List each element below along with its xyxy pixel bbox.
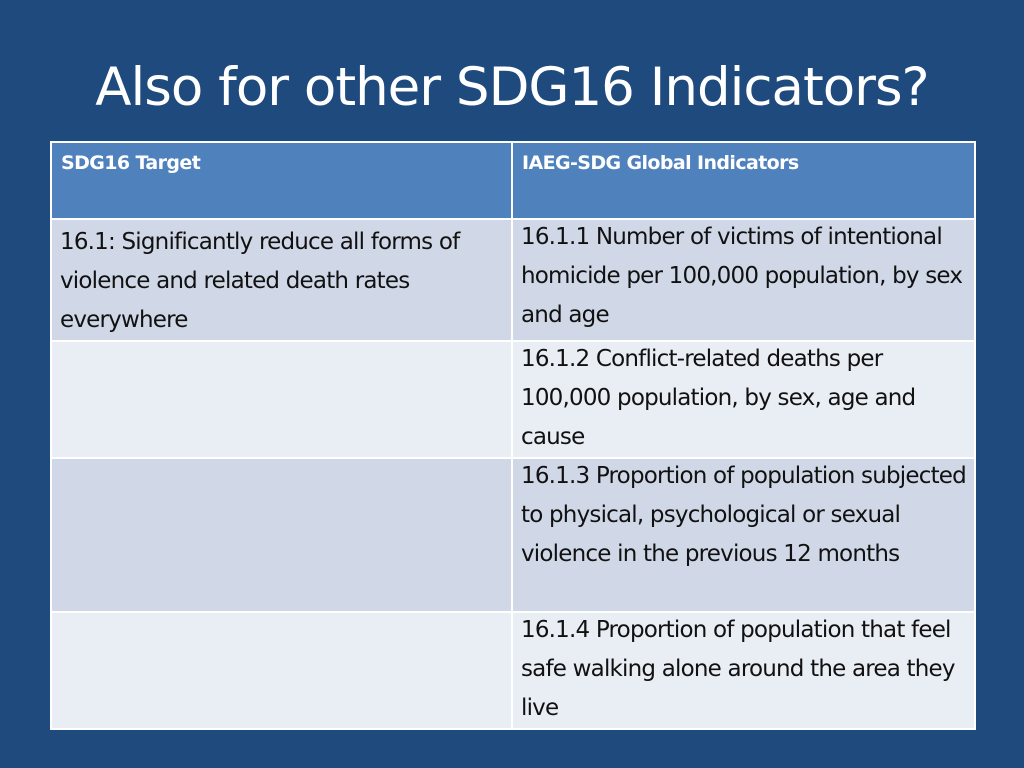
table-row: 16.1.2 Conflict-related deaths per 100,0… [50, 340, 976, 459]
indicator-text: 16.1.1 Number of victims of intentional … [521, 224, 963, 328]
indicator-cell: 16.1.2 Conflict-related deaths per 100,0… [511, 340, 976, 459]
indicator-cell: 16.1.3 Proportion of population subjecte… [511, 457, 976, 613]
table-row: 16.1.4 Proportion of population that fee… [50, 611, 976, 730]
indicator-cell: 16.1.1 Number of victims of intentional … [511, 218, 976, 342]
slide-title: Also for other SDG16 Indicators? [95, 57, 929, 118]
indicator-text: 16.1.3 Proportion of population subjecte… [521, 463, 967, 567]
target-cell [50, 611, 513, 730]
table-header-row: SDG16 Target IAEG-SDG Global Indicators [50, 141, 976, 220]
indicator-cell: 16.1.4 Proportion of population that fee… [511, 611, 976, 730]
indicators-table: SDG16 Target IAEG-SDG Global Indicators … [50, 141, 976, 730]
target-cell: 16.1: Significantly reduce all forms of … [50, 218, 513, 342]
target-cell [50, 457, 513, 613]
table-row: 16.1: Significantly reduce all forms of … [50, 218, 976, 342]
header-global-indicators: IAEG-SDG Global Indicators [511, 141, 976, 220]
indicator-text: 16.1.2 Conflict-related deaths per 100,0… [521, 346, 916, 450]
table-row: 16.1.3 Proportion of population subjecte… [50, 457, 976, 613]
target-cell [50, 340, 513, 459]
indicator-text: 16.1.4 Proportion of population that fee… [521, 617, 956, 721]
header-sdg16-target: SDG16 Target [50, 141, 513, 220]
